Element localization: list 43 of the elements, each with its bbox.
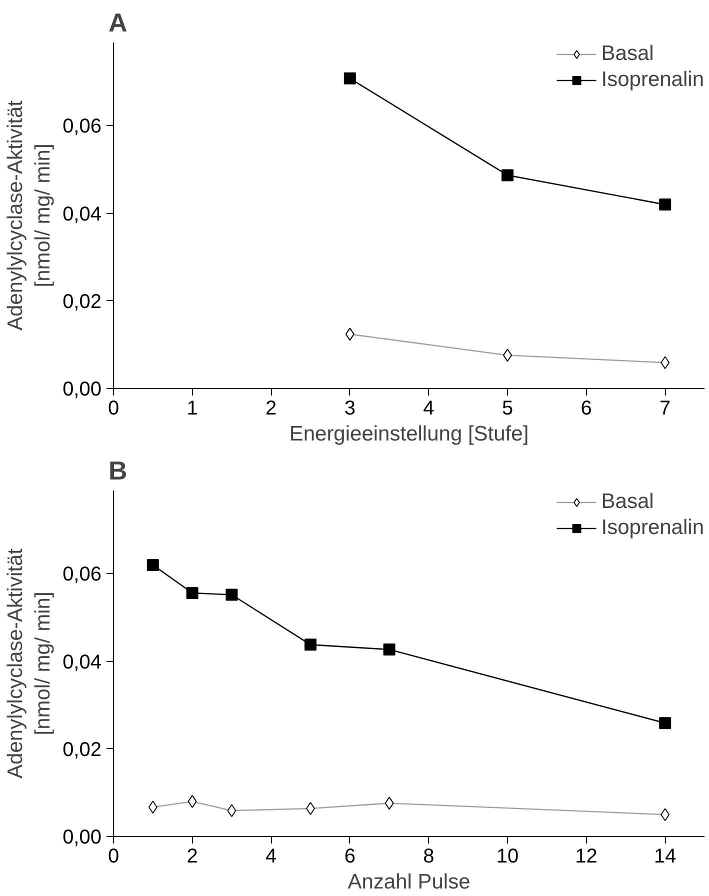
point [304,638,316,651]
point [659,717,672,730]
y-tick-label: 0,06 [62,116,102,138]
x-tick-label: 5 [502,398,514,420]
x-tick-label: 7 [660,398,671,420]
y-tick-label: 0,02 [62,290,102,313]
chart-title: A [108,8,128,38]
y-tick-label: 0,04 [62,203,102,226]
x-axis-title: Energieeinstellung [Stufe] [289,422,529,446]
x-tick-label: 14 [654,846,676,868]
x-tick-label: 4 [266,846,277,868]
x-tick-label: 2 [186,846,198,868]
x-tick-label: 4 [423,398,434,420]
x-tick-label: 3 [344,398,356,420]
y-tick-label: 0,00 [62,826,102,848]
point [659,198,672,211]
x-tick-label: 6 [344,846,356,868]
y-tick-label: 0,04 [62,651,102,674]
legend-label: Basal [601,42,654,66]
legend-label: Isoprenalin [601,516,704,540]
x-tick-label: 1 [186,398,198,420]
y-tick-label: 0,00 [62,378,102,400]
x-tick-label: 6 [580,398,592,420]
point [344,72,356,84]
x-tick-label: 8 [423,846,434,868]
chart-title: B [108,456,128,486]
x-tick-label: 10 [496,846,519,868]
y-tick-label: 0,06 [62,564,102,586]
legend-label: Isoprenalin [601,68,704,92]
point [186,586,198,599]
point [383,643,396,656]
x-axis-title: Anzahl Pulse [348,870,470,894]
x-tick-label: 0 [108,398,120,420]
x-tick-label: 2 [266,398,277,420]
point [502,169,514,182]
x-tick-label: 12 [575,846,598,868]
point [226,588,238,601]
y-axis-title: Adenylylcyclase-Aktivität [nmol/ mg/ min] [4,100,55,330]
legend-label: Basal [601,490,654,514]
x-tick-label: 0 [108,846,120,868]
y-axis-title: Adenylylcyclase-Aktivität [nmol/ mg/ min] [4,548,55,778]
y-tick-label: 0,02 [62,738,102,761]
point [146,558,159,571]
